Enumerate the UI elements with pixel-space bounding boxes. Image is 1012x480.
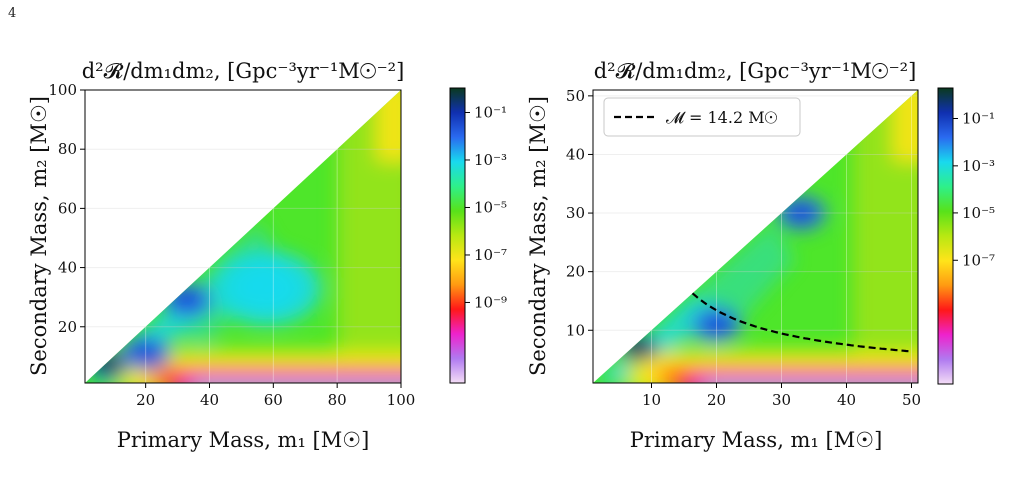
grid-right — [593, 90, 918, 383]
y-tick-label: 20 — [566, 263, 585, 281]
chart-right: d²𝓡/dm₁dm₂, [Gpc⁻³yr⁻¹M☉⁻²] 10 20 30 40 50 1… — [526, 59, 995, 452]
y-tick-label: 60 — [58, 199, 77, 217]
plot-frame-right — [592, 89, 919, 384]
colorbar-tick-label: 10⁻³ — [962, 157, 995, 175]
x-tick-label: 30 — [772, 391, 791, 409]
heat-peak-core — [129, 342, 162, 365]
y-tick-label: 10 — [566, 321, 585, 339]
y-ticks-left: 20 40 60 80 100 — [48, 81, 85, 336]
x-tick-label: 100 — [387, 391, 416, 409]
heat-bottom-band — [195, 378, 401, 383]
x-tick-label: 20 — [136, 391, 155, 409]
heat-corner-yellow — [375, 90, 401, 163]
y-tick-label: 30 — [566, 204, 585, 222]
y-tick-label: 20 — [58, 318, 77, 336]
heatmap-fill — [85, 90, 401, 383]
heat-peak-core — [700, 313, 733, 336]
chart-right-title: d²𝓡/dm₁dm₂, [Gpc⁻³yr⁻¹M☉⁻²] — [594, 59, 917, 83]
x-tick-label: 60 — [264, 391, 283, 409]
y-axis-label-left: Secondary Mass, m₂ [M☉] — [27, 96, 51, 376]
colorbar-ticks-left: 10⁻¹ 10⁻³ 10⁻⁵ 10⁻⁷ 10⁻⁹ — [465, 103, 507, 311]
page-number: 4 — [8, 6, 17, 21]
heat-peak-core — [626, 339, 651, 357]
legend-box — [603, 97, 801, 137]
y-tick-label: 80 — [58, 140, 77, 158]
y-tick-label: 50 — [566, 87, 585, 105]
heat-smooth-layer — [593, 90, 918, 383]
y-tick-label: 100 — [48, 81, 77, 99]
heatmap-left — [85, 90, 401, 383]
y-ticks-right: 10 20 30 40 50 — [566, 87, 593, 339]
x-tick-label: 40 — [200, 391, 219, 409]
x-ticks-right: 10 20 30 40 50 — [642, 383, 921, 409]
x-ticks-left: 20 40 60 80 100 — [136, 383, 415, 409]
colorbar-tick-label: 10⁻³ — [474, 151, 507, 169]
y-tick-label: 40 — [566, 145, 585, 163]
y-axis-label-right: Secondary Mass, m₂ [M☉] — [526, 96, 550, 376]
heat-mid-ridge — [658, 221, 795, 348]
colorbar-right — [937, 87, 954, 385]
heat-bottom-band — [706, 378, 918, 383]
heat-peak-core — [95, 356, 120, 374]
x-tick-label: 50 — [902, 391, 921, 409]
chart-left: d²𝓡/dm₁dm₂, [Gpc⁻³yr⁻¹M☉⁻²] 20 40 60 80 100 … — [27, 59, 507, 452]
heat-peak-core — [171, 288, 204, 312]
colorbar-tick-label: 10⁻⁵ — [962, 204, 995, 222]
x-tick-label: 40 — [837, 391, 856, 409]
colorbar-ticks-right: 10⁻¹ 10⁻³ 10⁻⁵ 10⁻⁷ — [953, 109, 995, 269]
colorbar-left — [449, 87, 466, 384]
heat-smooth-layer — [85, 90, 401, 383]
colorbar-tick-label: 10⁻¹ — [474, 103, 507, 121]
heat-peak-core — [785, 201, 817, 225]
colorbar-tick-label: 10⁻⁷ — [474, 246, 507, 264]
chirp-mass-curve — [691, 292, 912, 353]
colorbar-tick-label: 10⁻¹ — [962, 109, 995, 127]
y-tick-label: 40 — [58, 259, 77, 277]
chart-left-title: d²𝓡/dm₁dm₂, [Gpc⁻³yr⁻¹M☉⁻²] — [82, 59, 405, 83]
heat-peak-core — [232, 264, 301, 313]
x-axis-label-left: Primary Mass, m₁ [M☉] — [117, 428, 370, 452]
x-axis-label-right: Primary Mass, m₁ [M☉] — [630, 428, 883, 452]
colorbar-tick-label: 10⁻⁷ — [962, 251, 995, 269]
colorbar-tick-label: 10⁻⁹ — [474, 293, 507, 311]
chirp-mass-dashed-line — [691, 292, 912, 353]
colorbar-tick-label: 10⁻⁵ — [474, 198, 507, 216]
x-tick-label: 80 — [328, 391, 347, 409]
legend-label: 𝓜 = 14.2 M☉ — [666, 108, 778, 127]
x-tick-label: 10 — [642, 391, 661, 409]
grid-left — [85, 90, 401, 383]
legend-right: 𝓜 = 14.2 M☉ — [603, 97, 801, 137]
x-tick-label: 20 — [707, 391, 726, 409]
plot-frame-left — [84, 89, 402, 384]
